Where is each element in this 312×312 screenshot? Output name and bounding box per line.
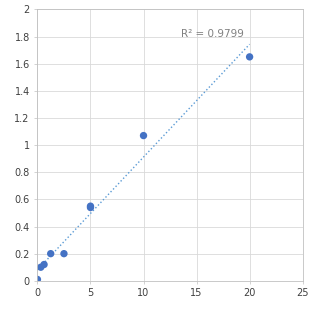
Text: R² = 0.9799: R² = 0.9799 xyxy=(181,29,244,39)
Point xyxy=(38,265,43,270)
Point xyxy=(247,54,252,59)
Point xyxy=(61,251,66,256)
Point xyxy=(141,133,146,138)
Point xyxy=(88,205,93,210)
Point xyxy=(41,262,46,267)
Point xyxy=(88,204,93,209)
Point xyxy=(48,251,53,256)
Point xyxy=(35,277,40,282)
